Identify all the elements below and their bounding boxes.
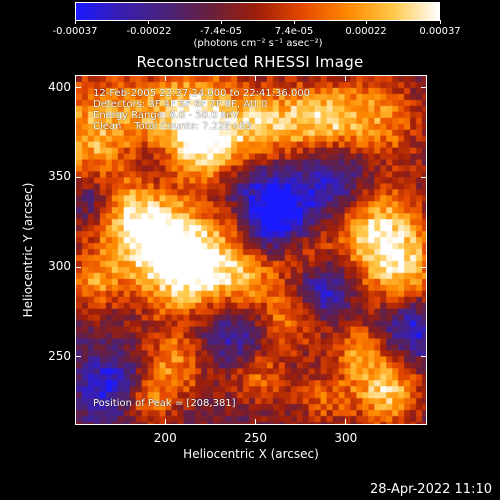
colorbar-tick-label: -7.4e-05: [200, 26, 242, 37]
x-tick-mark: [164, 419, 166, 425]
plot-area: 12-Feb-2005 22:37:24.000 to 22:41:36.000…: [75, 75, 427, 425]
x-tick-mark: [255, 75, 256, 81]
colorbar-tick-label: -0.00037: [52, 26, 98, 37]
colorbar-tick: [148, 20, 150, 24]
y-tick-mark: [75, 356, 81, 358]
colorbar-tick-label: 0.00022: [345, 26, 387, 37]
footer-date: 28-Apr-2022 11:10: [370, 482, 492, 497]
chart-title: Reconstructed RHESSI Image: [136, 53, 364, 71]
colorbar-tick: [220, 20, 222, 24]
colorbar-tick-label: -0.00022: [126, 26, 172, 37]
colorbar-gradient: [76, 3, 439, 20]
y-tick-mark: [421, 266, 427, 268]
y-tick-mark: [75, 87, 81, 89]
x-tick-mark: [345, 419, 347, 425]
y-tick-mark: [75, 266, 81, 268]
colorbar: [75, 2, 440, 21]
heatmap-image: [76, 76, 426, 424]
colorbar-tick-label: 0.00037: [419, 26, 461, 37]
y-tick-label: 350: [48, 169, 71, 184]
y-tick-mark: [421, 356, 427, 358]
colorbar-tick: [74, 20, 76, 24]
y-tick-mark: [421, 87, 427, 89]
y-tick-label: 250: [48, 348, 71, 363]
colorbar-tick: [293, 20, 295, 24]
overlay-line-energy: Energy Range: 6.0 - 50.0 keV: [93, 110, 240, 121]
overlay-line-time: 12-Feb-2005 22:37:24.000 to 22:41:36.000: [93, 88, 311, 99]
x-tick-mark: [164, 75, 166, 81]
y-tick-label: 300: [48, 259, 71, 274]
y-tick-mark: [421, 176, 427, 178]
y-tick-label: 400: [48, 79, 71, 94]
colorbar-tick-label: 7.4e-05: [274, 26, 314, 37]
y-axis-label: Heliocentric Y (arcsec): [21, 182, 35, 318]
overlay-line-counts: Clean Total Counts: 7.22E+03: [93, 121, 252, 132]
overlay-line-detectors: Detectors: 3F 4F 5F 6F 7F 8F, Att 0: [93, 99, 268, 110]
peak-position-text: Position of Peak = [208,381]: [93, 398, 236, 409]
x-tick-label: 200: [153, 431, 177, 445]
y-tick-mark: [75, 176, 81, 178]
x-tick-mark: [255, 419, 256, 425]
x-tick-mark: [345, 75, 347, 81]
colorbar-tick: [365, 20, 367, 24]
x-axis-label: Heliocentric X (arcsec): [183, 447, 319, 461]
x-tick-label: 250: [244, 431, 267, 445]
colorbar-tick: [439, 20, 441, 24]
colorbar-units: (photons cm⁻² s⁻¹ asec⁻²): [193, 38, 323, 49]
x-tick-label: 300: [334, 431, 358, 445]
